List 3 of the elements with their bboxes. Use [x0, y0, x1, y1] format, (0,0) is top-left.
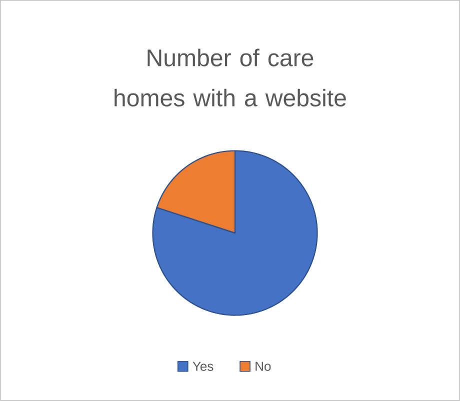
chart-title: Number of care homes with a website [114, 48, 346, 107]
legend-label: Yes [192, 362, 214, 371]
legend-label: No [256, 362, 271, 371]
